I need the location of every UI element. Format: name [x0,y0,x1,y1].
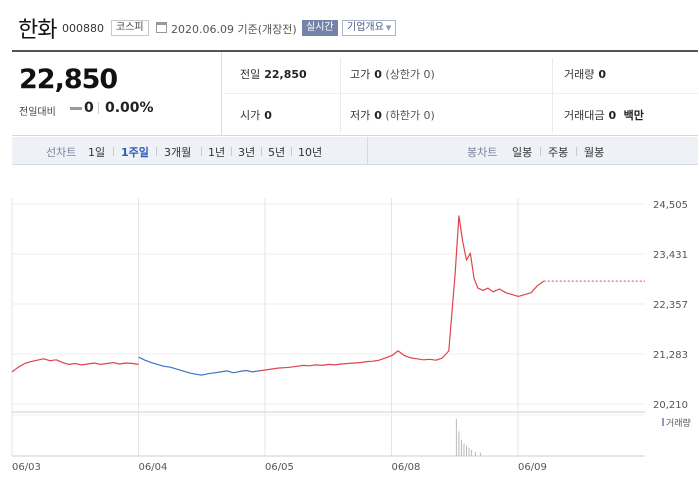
divider [156,147,157,156]
stat-open: 시가 0 [240,107,272,123]
stat-prev-close: 전일 22,850 [240,66,307,82]
stat-label: 시가 [240,109,261,122]
divider [576,147,577,156]
tab-weekly-candle[interactable]: 주봉 [548,146,569,159]
stat-value: 0 [374,68,382,81]
y-tick-label: 24,505 [653,200,688,211]
divider [98,102,99,114]
stat-value: 0 [608,109,617,122]
line-chart-label: 선차트 [46,146,77,159]
y-tick-label: 23,431 [653,250,688,261]
price-series-line [138,356,259,376]
tab-1year[interactable]: 1년 [208,146,226,159]
divider [291,147,292,156]
stock-header: 한화 000880 코스피 2020.06.09 기준(개장전) 실시간 기업개… [0,0,699,50]
divider [231,147,232,156]
volume-legend-label: 거래량 [666,417,691,429]
stat-lower-limit: (하한가 0) [385,109,435,122]
y-tick-label: 22,357 [653,300,688,311]
tab-3months[interactable]: 3개월 [164,146,192,159]
divider [367,137,368,165]
chart-tab-bar: 선차트 1일 1주일 3개월 1년 3년 5년 10년 봉차트 일봉 주봉 월봉 [12,137,698,165]
divider [201,147,202,156]
change-label: 전일대비 [19,107,56,118]
tab-3years[interactable]: 3년 [238,146,256,159]
divider [113,147,114,156]
x-tick-label: 06/03 [12,462,41,473]
y-tick-label: 20,210 [653,400,688,411]
stat-volume: 거래량 0 [564,66,606,82]
price-series-line [258,215,545,372]
company-name: 한화 [18,18,57,43]
no-change-icon [70,107,82,110]
stat-trade-value: 거래대금 0 백만 [564,107,644,123]
current-price: 22,850 [19,64,118,95]
x-tick-label: 06/08 [392,462,421,473]
change-percent: 0.00% [105,100,154,116]
change-value: 0 [84,100,94,116]
stat-unit: 백만 [623,109,644,122]
stat-high: 고가 0 (상한가 0) [350,66,435,82]
chevron-down-icon: ▼ [385,24,392,32]
stat-label: 저가 [350,109,371,122]
realtime-button[interactable]: 실시간 [302,20,338,36]
stat-value: 0 [264,109,272,122]
price-chart[interactable]: 24,505 23,431 22,357 21,283 20,210 06/03 06/04… [0,180,699,479]
volume-legend-swatch [662,418,664,426]
tab-daily-candle[interactable]: 일봉 [512,146,533,159]
tab-10years[interactable]: 10년 [298,146,323,159]
stat-low: 저가 0 (하한가 0) [350,107,435,123]
stat-label: 거래량 [564,68,595,81]
stat-value: 0 [374,109,382,122]
tab-1week[interactable]: 1주일 [121,146,149,159]
stat-value: 22,850 [264,68,307,81]
stat-upper-limit: (상한가 0) [385,68,435,81]
divider [261,147,262,156]
stat-label: 거래대금 [564,109,605,122]
x-tick-label: 06/04 [139,462,168,473]
candle-chart-label: 봉차트 [467,146,498,159]
x-tick-label: 06/05 [265,462,294,473]
divider [340,58,341,132]
stat-label: 전일 [240,68,261,81]
divider [552,58,553,132]
stat-value: 0 [598,68,607,81]
current-price-panel: 22,850 전일대비 0 0.00% [12,52,222,136]
price-series-line [11,358,139,373]
stock-code: 000880 [62,22,104,35]
price-summary: 22,850 전일대비 0 0.00% 전일 22,850 고가 0 (상한가 0)… [12,50,698,136]
tab-5years[interactable]: 5년 [268,146,286,159]
y-tick-label: 21,283 [653,350,688,361]
company-overview-dropdown[interactable]: 기업개요 ▼ [342,20,397,36]
divider [223,93,698,94]
stat-label: 고가 [350,68,371,81]
x-tick-label: 06/09 [518,462,547,473]
calendar-icon [156,22,167,33]
divider [540,147,541,156]
company-overview-label: 기업개요 [347,22,384,33]
market-badge: 코스피 [111,20,149,36]
date-basis: 2020.06.09 기준(개장전) [171,23,297,36]
tab-1day[interactable]: 1일 [88,146,106,159]
tab-monthly-candle[interactable]: 월봉 [584,146,605,159]
